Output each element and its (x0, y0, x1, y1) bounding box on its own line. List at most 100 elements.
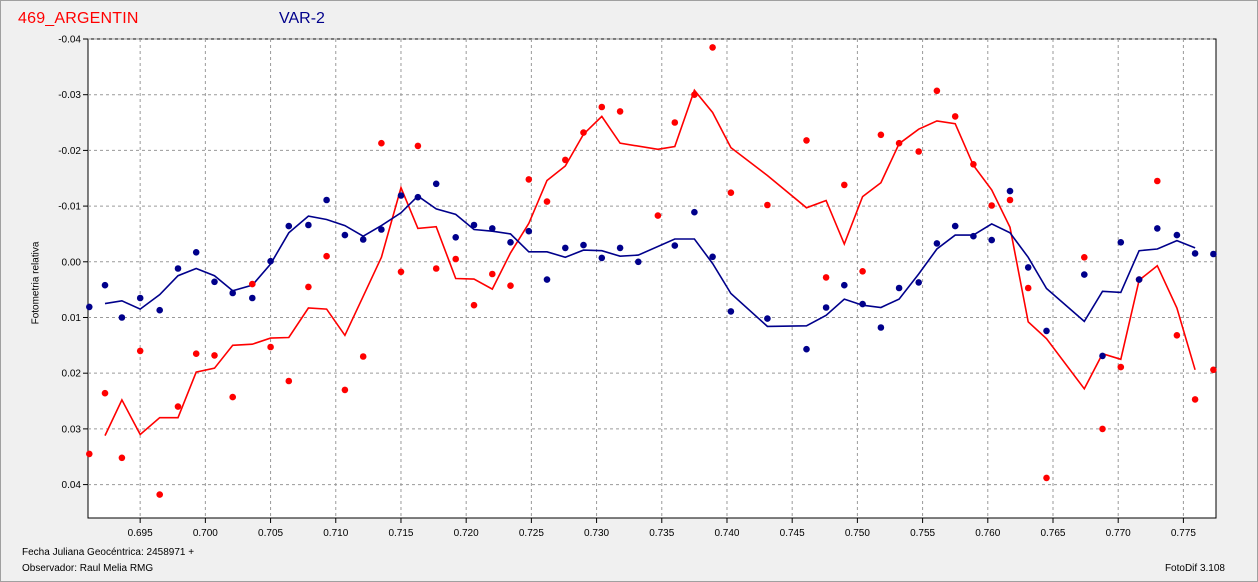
data-point (378, 226, 385, 233)
data-point (580, 129, 587, 136)
data-point (285, 222, 293, 230)
data-point (764, 315, 771, 322)
x-tick-label: 0.720 (454, 528, 479, 539)
data-point (192, 350, 200, 358)
data-point (671, 119, 679, 126)
data-point (803, 345, 810, 353)
data-point (1210, 366, 1217, 374)
x-tick-label: 0.725 (519, 528, 544, 539)
data-point (341, 386, 349, 394)
footer-observer: Observador: Raul Melia RMG (22, 563, 154, 574)
data-point (1099, 352, 1106, 360)
data-point (616, 244, 624, 252)
data-point (249, 280, 256, 288)
data-point (691, 91, 698, 98)
data-point (915, 148, 922, 155)
data-point (727, 308, 735, 315)
data-point (229, 289, 236, 297)
data-point (1191, 250, 1199, 257)
data-point (841, 181, 848, 189)
data-point (1006, 196, 1014, 204)
data-point (841, 281, 848, 289)
data-point (507, 282, 514, 290)
footer-version: FotoDif 3.108 (1164, 563, 1225, 574)
data-point (136, 347, 144, 355)
data-point (970, 232, 977, 240)
data-point (267, 257, 274, 265)
data-point (525, 227, 533, 235)
data-point (859, 300, 866, 308)
data-point (877, 131, 885, 139)
data-point (86, 450, 93, 458)
data-point (616, 108, 624, 115)
data-point (543, 198, 551, 205)
data-point (414, 142, 422, 150)
x-tick-label: 0.705 (258, 528, 283, 539)
chart-title-left: 469_ARGENTIN (18, 10, 139, 27)
x-tick-label: 0.760 (975, 528, 1000, 539)
data-point (1024, 284, 1032, 292)
data-point (598, 254, 606, 262)
data-point (249, 294, 256, 302)
footer-date-label: Fecha Juliana Geocéntrica: 2458971 + (22, 547, 195, 558)
data-point (1117, 239, 1125, 246)
data-point (933, 87, 941, 95)
x-tick-label: 0.700 (193, 528, 218, 539)
data-point (988, 236, 995, 244)
data-point (709, 44, 716, 51)
y-tick-label: -0.01 (58, 202, 81, 213)
data-point (951, 113, 959, 120)
data-point (470, 221, 478, 229)
x-tick-label: 0.745 (780, 528, 805, 539)
data-point (305, 221, 312, 229)
data-point (489, 270, 496, 278)
data-point (562, 244, 569, 252)
x-tick-label: 0.755 (910, 528, 935, 539)
x-tick-label: 0.710 (323, 528, 348, 539)
y-tick-label: -0.04 (58, 35, 81, 46)
data-point (895, 284, 903, 292)
data-point (562, 156, 569, 164)
data-point (877, 324, 885, 331)
data-point (1173, 332, 1181, 339)
data-point (285, 377, 293, 385)
data-point (305, 283, 312, 291)
data-point (118, 314, 126, 321)
data-point (101, 389, 109, 397)
x-tick-label: 0.765 (1040, 528, 1065, 539)
series-line (104, 88, 1196, 436)
data-point (323, 252, 330, 260)
data-point (397, 268, 405, 276)
x-tick-label: 0.750 (845, 528, 870, 539)
data-point (136, 294, 144, 302)
y-tick-label: 0.04 (62, 480, 82, 491)
x-tick-label: 0.715 (388, 528, 413, 539)
data-point (822, 304, 830, 311)
y-tick-label: 0.00 (62, 257, 82, 268)
y-tick-label: 0.02 (62, 369, 82, 380)
data-point (859, 268, 866, 275)
x-tick-label: 0.770 (1106, 528, 1131, 539)
x-tick-label: 0.695 (128, 528, 153, 539)
data-point (156, 306, 163, 314)
y-tick-label: -0.02 (58, 146, 81, 157)
data-point (1024, 264, 1032, 271)
series-line (104, 195, 1196, 328)
chart-title-right: VAR-2 (279, 10, 325, 27)
data-point (970, 161, 977, 168)
data-point (211, 278, 218, 286)
data-point (432, 265, 440, 272)
x-tick-label: 0.740 (714, 528, 739, 539)
data-point (580, 241, 587, 249)
data-point (323, 196, 330, 204)
data-point (174, 265, 182, 272)
data-point (470, 301, 478, 309)
data-point (691, 208, 698, 216)
data-point (1081, 271, 1088, 278)
data-point (764, 201, 771, 209)
y-tick-label: 0.01 (62, 313, 82, 324)
data-point (86, 303, 93, 311)
data-point (543, 276, 551, 283)
data-point (452, 255, 460, 263)
